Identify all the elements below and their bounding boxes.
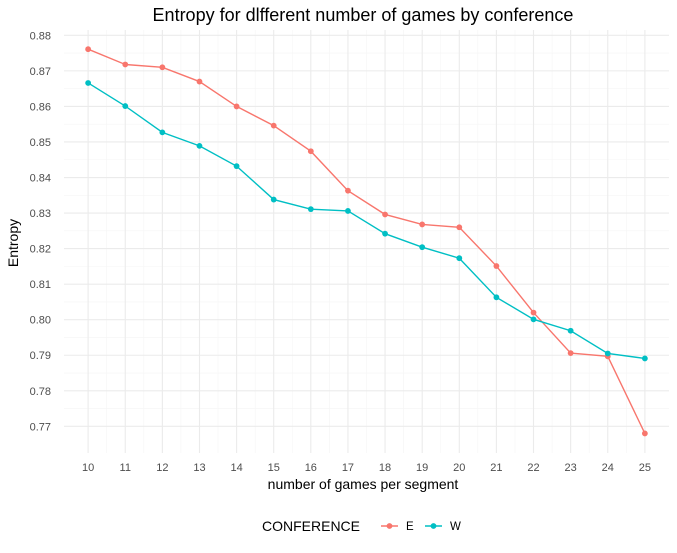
y-axis-title: Entropy xyxy=(5,219,21,267)
x-tick-label: 21 xyxy=(490,462,502,474)
data-point-e xyxy=(493,263,500,269)
data-point-e xyxy=(85,46,92,53)
x-tick-label: 18 xyxy=(379,462,391,474)
data-point-e xyxy=(196,78,203,85)
x-tick-label: 20 xyxy=(453,462,465,474)
data-point-e xyxy=(382,211,388,218)
data-point-w xyxy=(345,208,351,214)
data-point-e xyxy=(419,221,426,228)
chart-title: Entropy for dlfferent number of games by… xyxy=(153,5,574,25)
data-point-e xyxy=(307,148,314,155)
data-point-e xyxy=(233,103,240,110)
data-point-w xyxy=(604,350,611,357)
y-tick-label: 0.87 xyxy=(30,66,51,78)
data-point-e xyxy=(641,430,648,437)
x-tick-label: 25 xyxy=(639,462,651,474)
y-tick-label: 0.81 xyxy=(30,279,51,291)
y-tick-label: 0.80 xyxy=(30,315,51,327)
y-tick-label: 0.84 xyxy=(30,173,51,185)
x-tick-label: 22 xyxy=(527,462,539,474)
legend-key-point-e xyxy=(386,523,393,529)
x-tick-label: 14 xyxy=(230,462,242,474)
data-point-e xyxy=(270,122,277,129)
x-tick-label: 10 xyxy=(82,462,94,474)
data-point-w xyxy=(641,355,648,362)
data-point-e xyxy=(159,64,166,71)
series-line-e xyxy=(87,48,646,434)
x-tick-label: 15 xyxy=(268,462,280,474)
y-tick-label: 0.86 xyxy=(30,101,51,113)
y-tick-label: 0.79 xyxy=(30,350,51,362)
legend-label-w: W xyxy=(450,521,461,533)
data-point-w xyxy=(382,230,388,237)
x-tick-label: 17 xyxy=(342,462,354,474)
x-tick-label: 23 xyxy=(565,462,577,474)
data-point-w xyxy=(85,80,92,86)
x-tick-label: 13 xyxy=(193,462,205,474)
x-tick-label: 12 xyxy=(156,462,168,474)
data-point-w xyxy=(493,294,500,301)
legend-label-e: E xyxy=(406,521,414,533)
data-point-w xyxy=(196,142,203,149)
data-point-w xyxy=(159,129,166,136)
x-tick-label: 19 xyxy=(416,462,428,474)
y-tick-label: 0.82 xyxy=(30,244,51,256)
y-tick-label: 0.88 xyxy=(30,30,51,42)
data-point-w xyxy=(530,316,537,323)
data-point-e xyxy=(456,224,463,231)
x-tick-label: 16 xyxy=(305,462,317,474)
data-point-e xyxy=(530,309,537,316)
y-tick-label: 0.83 xyxy=(30,208,51,220)
series-line-w xyxy=(87,82,645,360)
legend-key-point-w xyxy=(430,523,437,529)
data-point-w xyxy=(307,206,314,213)
data-point-w xyxy=(122,103,129,109)
legend: CONFERENCE E W xyxy=(262,518,461,534)
x-tick-label: 24 xyxy=(602,462,614,474)
data-point-e xyxy=(122,61,129,68)
x-tick-label: 11 xyxy=(120,462,131,474)
x-axis-title: number of games per segment xyxy=(268,476,459,492)
axis-ticks: 0.77 0.78 0.79 0.80 0.81 0.82 0.83 0.84 0.85 0.86… xyxy=(30,30,651,474)
data-point-w xyxy=(567,327,574,334)
legend-title: CONFERENCE xyxy=(262,518,360,534)
data-point-w xyxy=(270,196,277,203)
data-point-w xyxy=(456,255,463,262)
data-point-w xyxy=(233,163,240,170)
y-tick-label: 0.85 xyxy=(30,137,51,149)
data-point-e xyxy=(345,187,351,194)
grid xyxy=(64,30,669,453)
y-tick-label: 0.77 xyxy=(30,421,51,433)
series-layer xyxy=(85,46,648,437)
data-point-e xyxy=(567,350,574,357)
data-point-w xyxy=(419,244,426,251)
y-tick-label: 0.78 xyxy=(30,386,51,398)
